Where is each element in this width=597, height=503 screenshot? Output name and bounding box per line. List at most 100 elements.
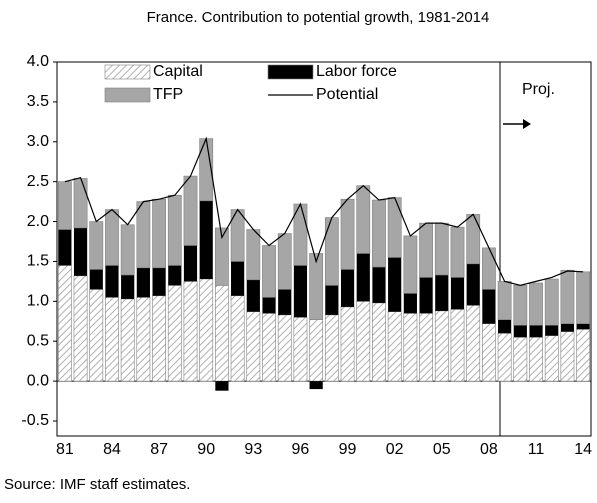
bar-segment (450, 226, 465, 278)
bar-segment (152, 198, 166, 269)
bar-segment (388, 257, 402, 312)
bar-segment (340, 306, 355, 382)
bar-segment (231, 261, 245, 296)
bar-segment (89, 269, 103, 290)
y-tick-label: 0.0 (27, 372, 49, 389)
bar-segment (482, 289, 496, 324)
bar-segment (57, 181, 72, 230)
bar-segment (403, 312, 418, 382)
projection-arrowhead (523, 119, 531, 129)
x-tick-label: 81 (56, 441, 74, 458)
bar-segment (529, 336, 543, 382)
bar-segment (183, 175, 198, 246)
y-tick-label: 2.0 (27, 213, 49, 230)
bar-segment (246, 229, 261, 281)
bar-segment (576, 328, 591, 382)
bar-segment (167, 285, 182, 382)
bar-segment (293, 265, 308, 318)
y-tick-label: 1.5 (27, 253, 49, 270)
bar-segment (152, 267, 166, 296)
x-tick-label: 02 (386, 441, 404, 458)
bar-segment (183, 245, 198, 282)
bar-segment (215, 381, 229, 391)
bar-segment (545, 325, 559, 336)
bar-segment (466, 263, 480, 306)
x-tick-label: 99 (339, 441, 357, 458)
bar-segment (387, 197, 402, 258)
bar-segment (419, 277, 433, 314)
bar-segment (120, 298, 135, 382)
bar-segment (560, 331, 575, 382)
bar-segment (152, 295, 166, 382)
legend-label: Labor force (316, 63, 397, 80)
bar-segment (372, 199, 386, 268)
bar-segment (340, 198, 355, 270)
x-tick-label: 90 (197, 441, 215, 458)
bar-segment (498, 319, 512, 334)
bar-segment (309, 319, 324, 382)
bar-segment (372, 267, 386, 303)
bar-segment (340, 269, 355, 307)
bar-segment (513, 285, 528, 326)
bar-segment (403, 293, 417, 314)
bar-segment (576, 271, 591, 324)
bar-segment (466, 214, 481, 265)
bar-segment (246, 311, 261, 382)
x-tick-label: 87 (150, 441, 168, 458)
bar-segment (199, 200, 213, 279)
bar-segment (356, 253, 370, 302)
bar-segment (167, 194, 182, 266)
legend-swatch (104, 64, 151, 80)
x-tick-label: 96 (292, 441, 310, 458)
bar-segment (325, 285, 339, 315)
legend-swatch (267, 64, 314, 80)
bar-segment (482, 323, 496, 382)
chart-title: France. Contribution to potential growth… (147, 9, 490, 26)
bar-segment (419, 312, 433, 382)
bar-segment (513, 336, 528, 382)
bar-segment (120, 224, 135, 276)
bar-segment (529, 282, 543, 326)
bar-segment (277, 314, 292, 382)
bar-segment (262, 245, 276, 298)
bar-segment (89, 289, 104, 382)
x-tick-label: 05 (433, 441, 451, 458)
bar-segment (277, 233, 292, 290)
bar-segment (230, 295, 245, 382)
bar-segment (544, 278, 559, 326)
bar-segment (419, 222, 433, 278)
bar-segment (387, 311, 402, 382)
bar-segment (73, 275, 88, 382)
bar-segment (309, 381, 323, 390)
legend-label: Potential (316, 86, 378, 103)
bar-segment (403, 235, 418, 294)
bar-segment (105, 265, 119, 298)
bar-segment (73, 178, 88, 229)
bar-segment (576, 323, 590, 330)
y-tick-label: 0.5 (27, 332, 49, 349)
bar-segment (356, 185, 371, 254)
bar-segment (136, 201, 151, 269)
legend-swatch (104, 87, 151, 103)
bar-segment (121, 275, 135, 299)
bar-segment (324, 217, 339, 286)
bar-segment (262, 297, 276, 314)
potential-line (64, 136, 584, 286)
bar-segment (105, 297, 119, 382)
bar-segment (560, 269, 575, 324)
bar-segment (356, 301, 371, 382)
y-tick-label: -0.5 (21, 412, 49, 429)
bar-segment (309, 253, 324, 320)
projection-label: Proj. (522, 81, 555, 98)
bar-segment (372, 302, 386, 382)
bar-segment (544, 335, 559, 382)
x-tick-label: 93 (244, 441, 262, 458)
bar-segment (450, 277, 465, 310)
y-tick-label: 3.0 (27, 133, 49, 150)
y-tick-label: 3.5 (27, 93, 49, 110)
bar-segment (57, 265, 72, 382)
bar-segment (89, 221, 104, 270)
bar-segment (168, 265, 182, 286)
